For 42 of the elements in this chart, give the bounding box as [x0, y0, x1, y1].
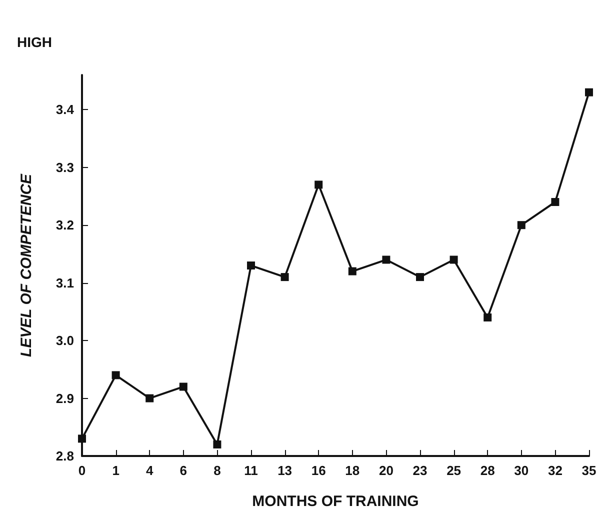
x-tick-label: 20: [378, 463, 394, 478]
x-tick-label: 23: [412, 463, 428, 478]
y-tick-label: 2.9: [56, 390, 74, 406]
y-tick-label: 3.3: [56, 160, 74, 175]
y-tick-label: 3.1: [56, 275, 74, 290]
x-tick-label: 8: [214, 463, 221, 478]
x-tick-label: 18: [345, 463, 360, 478]
point: [382, 256, 390, 264]
point: [78, 434, 86, 443]
x-tick-label: 13: [278, 463, 292, 478]
point: [585, 88, 593, 96]
x-tick-label: 4: [146, 463, 154, 478]
x-tick-label: 6: [180, 463, 188, 478]
x-axis-title: MONTHS OF TRAINING: [252, 493, 419, 510]
point: [146, 394, 154, 402]
x-tick-label: 25: [446, 463, 462, 478]
point: [112, 371, 120, 380]
x-tick-label: 16: [311, 463, 326, 478]
x-tick-label: 11: [244, 463, 258, 478]
y-tick-label: 3.4: [56, 102, 75, 118]
point: [179, 382, 188, 391]
y-axis-title: LEVEL OF COMPETENCE: [18, 172, 35, 358]
x-tick-label: 32: [548, 463, 562, 478]
point: [247, 262, 255, 270]
point: [280, 273, 289, 282]
x-tick-label: 28: [480, 463, 495, 478]
point: [348, 267, 356, 276]
point: [517, 221, 526, 230]
chart-title: HIGH: [17, 34, 52, 50]
y-tick-label: 2.8: [56, 448, 74, 464]
point: [450, 256, 458, 264]
point: [484, 313, 492, 322]
x-tick-label: 35: [582, 463, 596, 478]
x-tick-label: 30: [514, 463, 529, 478]
y-tick-label: 3.2: [56, 218, 74, 233]
y-tick-label: 3.0: [56, 333, 74, 348]
point: [314, 180, 323, 189]
x-tick-label: 0: [78, 463, 86, 478]
point: [213, 440, 222, 448]
x-tick-label: 1: [112, 463, 120, 478]
point: [416, 273, 424, 282]
point: [551, 198, 560, 206]
